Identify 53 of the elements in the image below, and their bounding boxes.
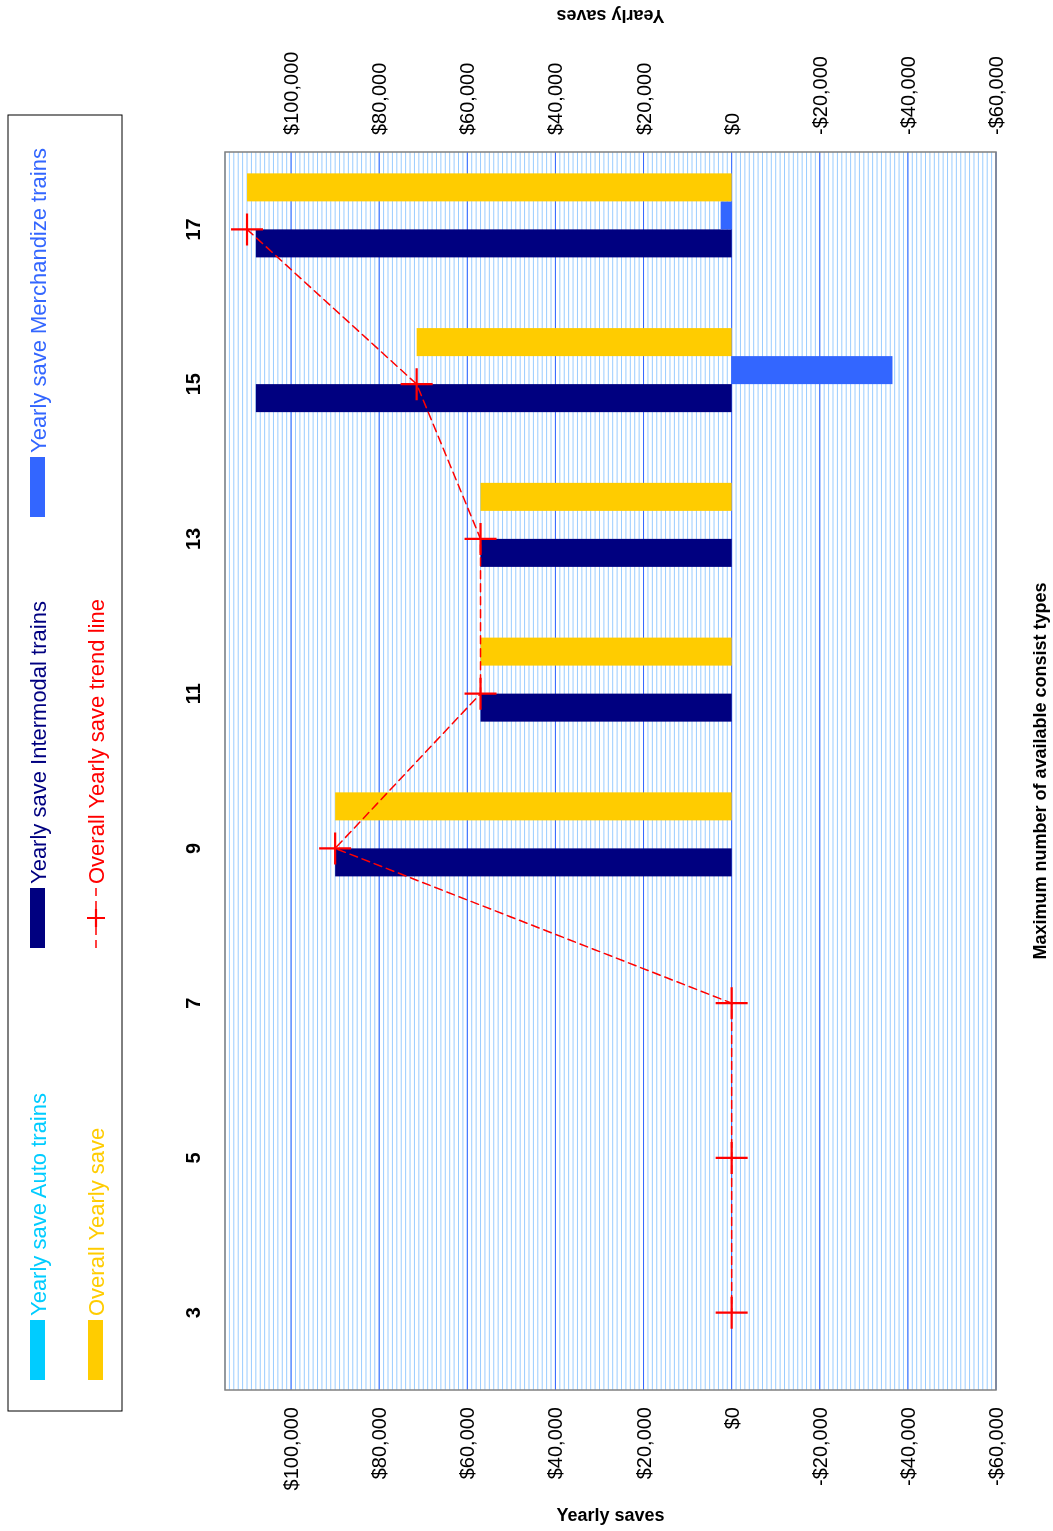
y-tick-label: 13	[182, 527, 204, 550]
x2-axis-title: Yearly saves	[556, 6, 665, 26]
x-tick-label: -$20,000	[808, 1407, 831, 1486]
y-tick-label: 5	[182, 1152, 204, 1164]
x2-tick-label: $60,000	[456, 62, 479, 135]
x-axis-title: Yearly saves	[556, 1505, 665, 1525]
x-tick-label: $60,000	[456, 1407, 479, 1480]
x2-tick-label: $20,000	[632, 62, 655, 135]
y-axis-title: Maximum number of available consist types	[1030, 582, 1050, 960]
text: Overall Yearly save	[84, 1127, 109, 1316]
x-tick-label: $0	[720, 1407, 743, 1430]
y-tick-label: 11	[182, 683, 204, 705]
point	[464, 522, 497, 555]
x-tick-label: $20,000	[632, 1407, 655, 1480]
text: Yearly save Intermodal trains	[26, 601, 51, 884]
y-tick-label: 17	[182, 218, 204, 241]
y-tick-label: 9	[182, 842, 204, 854]
point	[715, 987, 748, 1020]
x2-tick-label: -$20,000	[808, 56, 831, 135]
y-tick-label: 3	[182, 1307, 204, 1319]
y-tick-label: 15	[182, 373, 204, 396]
bar	[255, 384, 732, 413]
text: Overall Yearly save trend line	[84, 599, 109, 884]
bar	[416, 328, 732, 357]
point	[715, 1296, 748, 1329]
point	[319, 832, 352, 865]
x-tick-label: -$40,000	[896, 1407, 919, 1486]
point	[400, 368, 433, 401]
x-tick-label: $100,000	[280, 1407, 303, 1491]
bar	[480, 637, 732, 666]
text: Yearly save Merchandize trains	[26, 148, 51, 453]
x-tick-label: -$60,000	[985, 1407, 1007, 1486]
bar	[247, 173, 732, 202]
y-tick-label: 7	[182, 997, 204, 1009]
x2-tick-label: $80,000	[368, 62, 391, 135]
bar	[720, 201, 732, 230]
bar	[335, 792, 732, 821]
point	[464, 677, 497, 710]
x-tick-label: $40,000	[544, 1407, 567, 1480]
bar	[480, 538, 732, 567]
bar	[335, 848, 732, 877]
bar	[480, 693, 732, 722]
point	[715, 1141, 748, 1174]
x2-tick-label: $0	[720, 112, 743, 135]
bar	[480, 482, 732, 511]
point	[231, 213, 264, 246]
x2-tick-label: -$40,000	[896, 56, 919, 135]
x2-tick-label: $40,000	[544, 62, 567, 135]
x2-tick-label: -$60,000	[985, 56, 1007, 135]
bar	[255, 229, 732, 258]
x-tick-label: $80,000	[368, 1407, 391, 1480]
x2-tick-label: $100,000	[280, 51, 303, 135]
legend-label: Yearly save Auto trains	[26, 1093, 51, 1316]
